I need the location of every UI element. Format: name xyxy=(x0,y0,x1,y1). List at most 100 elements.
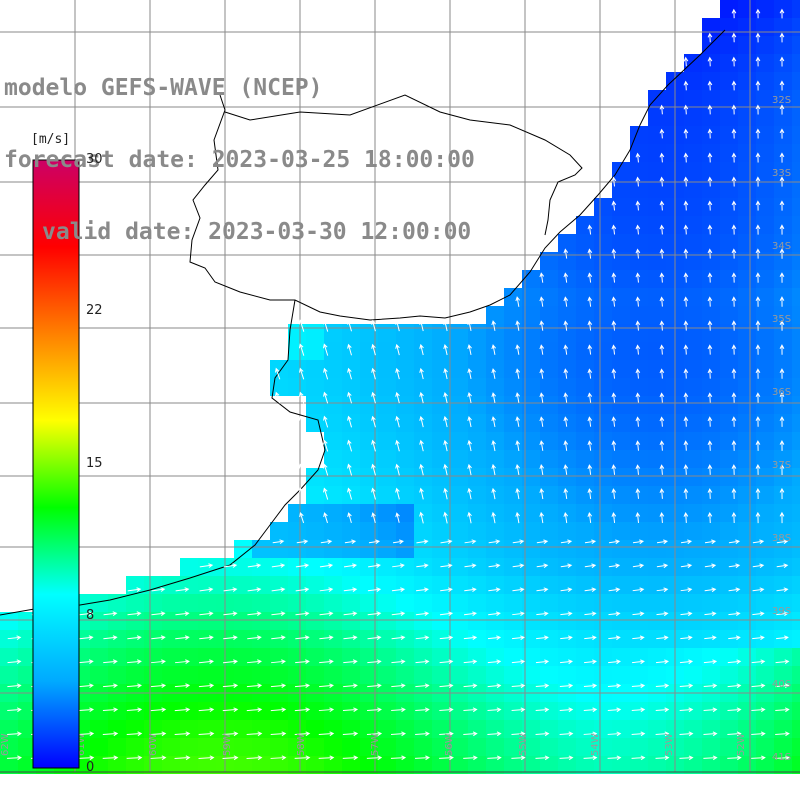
wind-arrow xyxy=(439,659,454,665)
wind-arrow xyxy=(755,176,761,187)
wind-arrow xyxy=(439,611,454,617)
wind-arrow xyxy=(755,80,761,91)
wind-arrow xyxy=(395,367,400,380)
wind-arrow xyxy=(731,104,737,115)
coastline-argentina xyxy=(0,299,326,616)
wind-arrow xyxy=(198,755,215,761)
wind-arrow xyxy=(560,635,573,641)
wind-arrow xyxy=(752,587,765,593)
wind-arrow xyxy=(127,587,142,592)
wind-arrow xyxy=(755,416,761,427)
colorbar-tick-22: 22 xyxy=(86,303,103,318)
wind-arrow xyxy=(395,463,400,476)
wind-arrow xyxy=(704,587,717,593)
lat-label: 38S xyxy=(772,533,791,544)
wind-arrow xyxy=(779,104,785,115)
wind-arrow xyxy=(587,224,593,235)
wind-arrow xyxy=(491,487,496,500)
wind-arrow xyxy=(322,343,329,356)
wind-arrow xyxy=(295,635,310,640)
wind-arrow xyxy=(467,439,472,452)
wind-arrow xyxy=(779,320,785,331)
title-block: modelo GEFS-WAVE (NCEP) forecast date: 2… xyxy=(4,28,475,292)
wind-arrow xyxy=(779,487,785,500)
wind-arrow xyxy=(174,707,191,713)
wind-arrow xyxy=(223,587,238,592)
wind-arrow xyxy=(779,176,785,187)
wind-arrow xyxy=(515,440,521,451)
wind-arrow xyxy=(611,248,617,259)
wind-arrow xyxy=(515,464,521,476)
wind-arrow xyxy=(607,707,622,713)
wind-arrow xyxy=(319,587,334,592)
wind-arrow xyxy=(371,343,376,356)
wind-arrow xyxy=(536,635,549,641)
wind-arrow xyxy=(635,416,641,427)
wind-arrow xyxy=(635,296,641,307)
wind-arrow xyxy=(271,587,286,592)
colorbar-unit: [m/s] xyxy=(31,132,71,147)
wind-arrow xyxy=(536,539,549,545)
wind-arrow xyxy=(560,563,573,569)
wind-arrow xyxy=(683,416,689,427)
wind-arrow xyxy=(775,731,790,737)
wind-arrow xyxy=(635,392,641,403)
wind-arrow xyxy=(536,563,549,569)
wind-arrow xyxy=(515,392,521,403)
wind-arrow xyxy=(707,128,713,139)
wind-arrow xyxy=(371,319,376,332)
wind-arrow xyxy=(608,563,621,569)
wind-arrow xyxy=(559,731,574,737)
wind-arrow xyxy=(727,707,742,713)
wind-arrow xyxy=(659,152,665,163)
wind-arrow xyxy=(175,587,190,592)
wind-arrow xyxy=(707,368,713,379)
wind-arrow xyxy=(779,392,785,403)
wind-arrow xyxy=(631,755,646,761)
wind-arrow xyxy=(367,611,382,616)
wind-arrow xyxy=(608,587,621,593)
wind-arrow xyxy=(247,659,262,664)
wind-arrow xyxy=(779,416,785,427)
wind-arrow xyxy=(295,659,310,664)
wind-arrow xyxy=(223,635,238,640)
wind-arrow xyxy=(126,707,143,713)
wind-arrow xyxy=(515,368,521,379)
wind-arrow xyxy=(392,563,405,568)
wind-arrow xyxy=(515,344,521,355)
wind-arrow xyxy=(318,731,335,737)
wind-arrow xyxy=(343,635,358,640)
model-title: modelo GEFS-WAVE (NCEP) xyxy=(4,75,323,101)
wind-arrow xyxy=(776,587,789,593)
wind-arrow xyxy=(151,635,166,640)
wind-arrow xyxy=(367,659,382,665)
wind-arrow xyxy=(491,368,496,379)
wind-arrow xyxy=(755,128,761,139)
wind-arrow xyxy=(199,659,214,664)
wind-arrow xyxy=(199,611,214,616)
wind-arrow xyxy=(515,487,520,500)
wind-arrow xyxy=(222,755,239,761)
wind-arrow xyxy=(683,512,689,523)
wave-field xyxy=(0,0,800,774)
wind-arrow xyxy=(464,563,477,569)
wind-arrow xyxy=(78,731,95,737)
wind-arrow xyxy=(755,344,761,355)
wind-arrow xyxy=(608,659,621,665)
wind-arrow xyxy=(539,296,545,307)
wind-arrow xyxy=(419,415,424,428)
wind-arrow xyxy=(779,248,785,259)
wind-arrow xyxy=(247,563,262,568)
wind-arrow xyxy=(707,320,713,331)
wind-arrow xyxy=(151,587,166,592)
wind-arrow xyxy=(779,128,785,139)
wind-arrow xyxy=(323,463,329,476)
wind-arrow xyxy=(683,152,689,163)
wind-arrow xyxy=(731,440,737,451)
wind-arrow xyxy=(222,683,239,689)
wind-arrow xyxy=(296,539,309,545)
wind-arrow xyxy=(655,755,670,761)
wind-arrow xyxy=(371,415,376,428)
wind-arrow xyxy=(7,635,22,641)
wind-arrow xyxy=(707,296,713,307)
